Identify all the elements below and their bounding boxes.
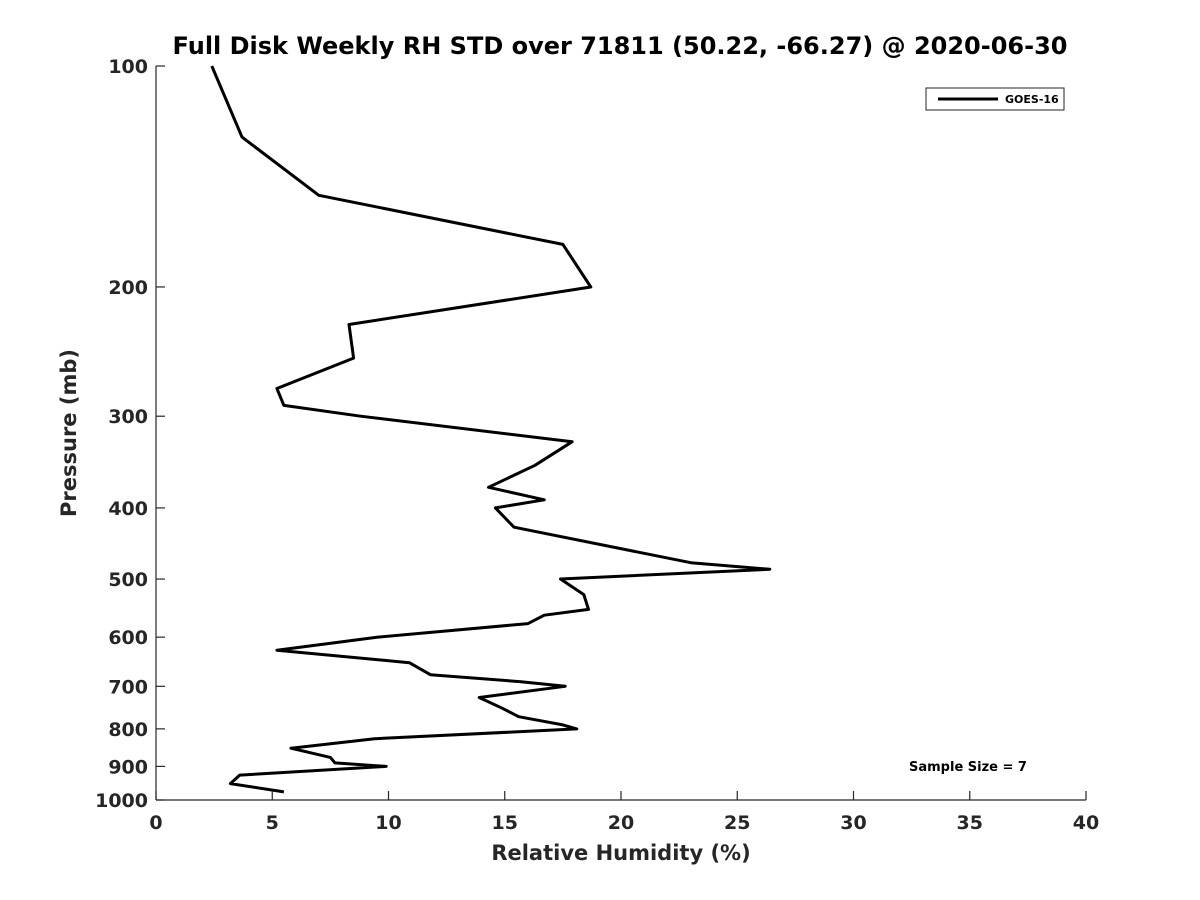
- y-tick-label: 600: [108, 627, 148, 649]
- legend: GOES-16: [925, 87, 1065, 111]
- y-tick-label: 100: [108, 56, 148, 78]
- y-ticks: 100 200 300 400 500 600 700 800 900 1000: [95, 56, 165, 812]
- series-line-goes-16: [210, 65, 772, 794]
- x-tick-label: 35: [957, 812, 983, 834]
- x-tick-label: 15: [492, 812, 518, 834]
- x-tick-label: 40: [1073, 812, 1099, 834]
- y-tick-label: 300: [108, 406, 148, 428]
- y-tick-label: 800: [108, 719, 148, 741]
- x-tick-label: 0: [149, 812, 162, 834]
- plot-area: 0 5 10 15 20 25 30 35 40 100 200 300 400 500 600 700 80…: [95, 56, 1099, 834]
- y-tick-label: 900: [108, 756, 148, 778]
- x-ticks: 0 5 10 15 20 25 30 35 40: [149, 791, 1099, 834]
- x-tick-label: 5: [266, 812, 279, 834]
- x-tick-label: 25: [724, 812, 750, 834]
- x-tick-label: 20: [608, 812, 634, 834]
- y-axis-label: Pressure (mb): [57, 349, 81, 517]
- y-tick-label: 400: [108, 498, 148, 520]
- y-tick-label: 700: [108, 676, 148, 698]
- y-tick-label: 500: [108, 569, 148, 591]
- x-tick-label: 30: [840, 812, 866, 834]
- sample-size-annotation: Sample Size = 7: [909, 760, 1027, 775]
- y-tick-label: 200: [108, 277, 148, 299]
- legend-entry-goes-16: GOES-16: [1005, 93, 1059, 106]
- x-tick-label: 10: [375, 812, 401, 834]
- y-tick-label: 1000: [95, 790, 148, 812]
- chart-title: Full Disk Weekly RH STD over 71811 (50.2…: [173, 32, 1068, 60]
- x-axis-label: Relative Humidity (%): [491, 841, 750, 865]
